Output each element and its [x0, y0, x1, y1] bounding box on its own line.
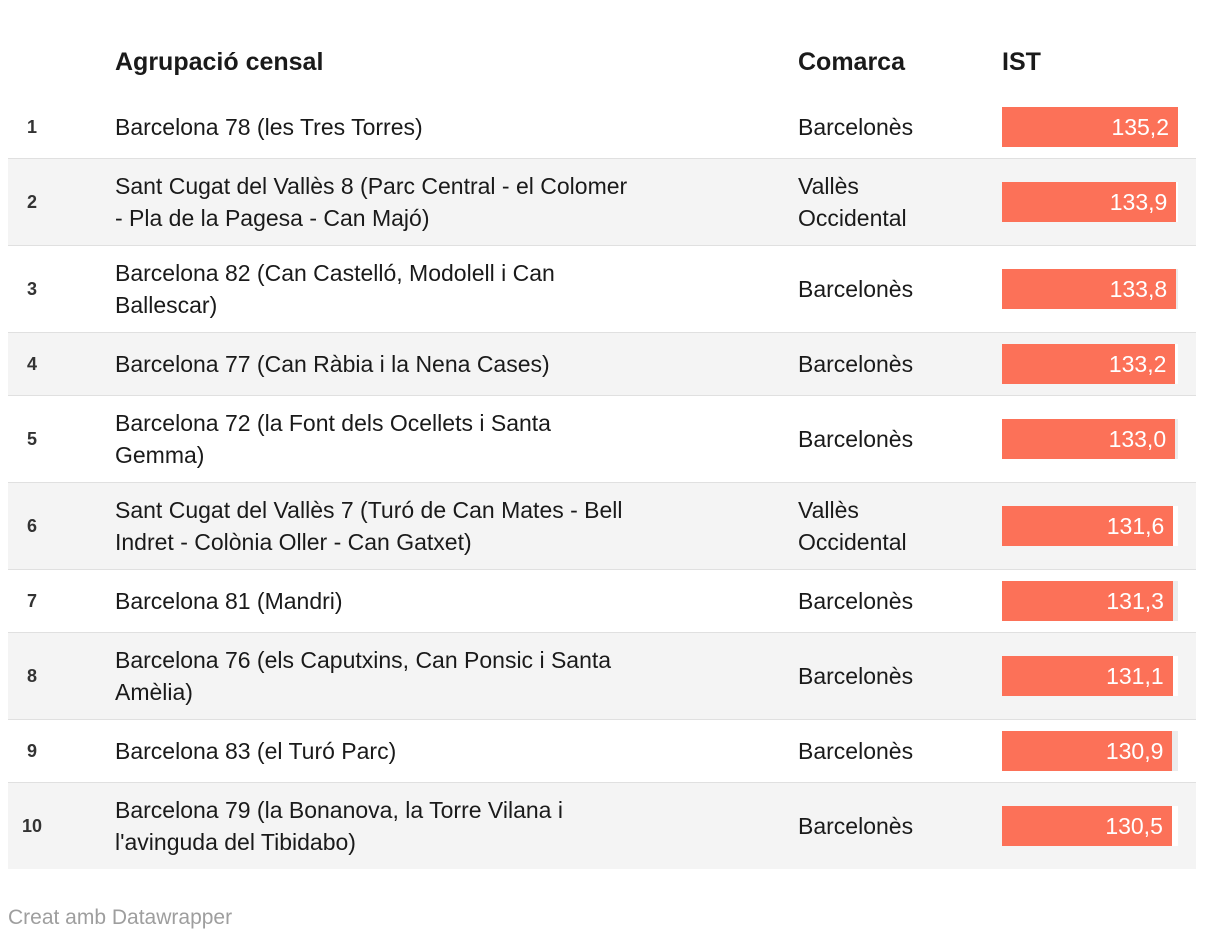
ist-cell: 131,1: [994, 656, 1196, 696]
ist-bar-track: 133,0: [1002, 419, 1178, 459]
census-group-cell: Sant Cugat del Vallès 7 (Turó de Can Mat…: [115, 497, 623, 555]
ist-bar-track: 133,2: [1002, 344, 1178, 384]
ist-value: 131,1: [1106, 663, 1164, 689]
ist-bar: 131,1: [1002, 656, 1173, 696]
table-row: 6 Sant Cugat del Vallès 7 (Turó de Can M…: [8, 482, 1196, 569]
comarca-cell: Barcelonès: [798, 351, 914, 377]
ist-value: 133,0: [1108, 426, 1167, 452]
ist-cell: 133,2: [994, 344, 1196, 384]
ist-bar: 130,9: [1002, 731, 1173, 771]
census-group-cell: Barcelona 77 (Can Ràbia i la Nena Cases): [115, 351, 550, 377]
ist-bar-track: 135,2: [1002, 107, 1178, 147]
ist-cell: 133,0: [994, 419, 1196, 459]
table-row: 9 Barcelona 83 (el Turó Parc) Barcelonès…: [8, 719, 1196, 782]
rank-cell: 9: [26, 741, 37, 761]
ist-value: 130,5: [1105, 813, 1163, 839]
table-row: 4 Barcelona 77 (Can Ràbia i la Nena Case…: [8, 332, 1196, 395]
ist-bar-track: 131,6: [1002, 506, 1178, 546]
rank-cell: 3: [26, 279, 37, 299]
table-row: 2 Sant Cugat del Vallès 8 (Parc Central …: [8, 158, 1196, 245]
ist-cell: 133,9: [994, 182, 1196, 222]
ist-bar-track: 133,8: [1002, 269, 1178, 309]
comarca-cell: Barcelonès: [798, 738, 914, 764]
table-row: 10 Barcelona 79 (la Bonanova, la Torre V…: [8, 782, 1196, 869]
rank-cell: 1: [26, 117, 37, 137]
census-group-cell: Barcelona 76 (els Caputxins, Can Ponsic …: [115, 647, 612, 705]
table-body: 1 Barcelona 78 (les Tres Torres) Barcelo…: [8, 96, 1196, 869]
rank-cell: 8: [26, 666, 37, 686]
rank-cell: 7: [26, 591, 37, 611]
ist-cell: 135,2: [994, 107, 1196, 147]
ist-value: 135,2: [1111, 114, 1169, 140]
ist-bar: 133,0: [1002, 419, 1176, 459]
header-agrupacio-censal: Agrupació censal: [115, 48, 324, 76]
table-row: 7 Barcelona 81 (Mandri) Barcelonès 131,3: [8, 569, 1196, 632]
rank-cell: 6: [26, 516, 37, 536]
census-group-cell: Barcelona 83 (el Turó Parc): [115, 738, 397, 764]
census-group-cell: Barcelona 81 (Mandri): [115, 588, 343, 614]
ist-bar-track: 133,9: [1002, 182, 1178, 222]
ist-bar: 130,5: [1002, 806, 1172, 846]
table-header-row: Agrupació censal Comarca IST: [8, 40, 1196, 96]
comarca-cell: Vallès Occidental: [798, 173, 907, 231]
rank-cell: 4: [26, 354, 37, 374]
ist-value: 133,2: [1108, 351, 1167, 377]
census-group-cell: Barcelona 82 (Can Castelló, Modolell i C…: [115, 260, 555, 318]
census-group-cell: Barcelona 72 (la Font dels Ocellets i Sa…: [115, 410, 551, 468]
comarca-cell: Barcelonès: [798, 588, 914, 614]
ist-bar-track: 130,5: [1002, 806, 1178, 846]
ist-cell: 130,9: [994, 731, 1196, 771]
ist-value: 131,3: [1106, 588, 1164, 614]
comarca-cell: Barcelonès: [798, 276, 914, 302]
ist-bar: 131,6: [1002, 506, 1174, 546]
rank-cell: 2: [26, 192, 37, 212]
ist-cell: 131,3: [994, 581, 1196, 621]
census-group-cell: Barcelona 79 (la Bonanova, la Torre Vila…: [115, 797, 563, 855]
ist-cell: 130,5: [994, 806, 1196, 846]
ist-value: 133,9: [1109, 189, 1168, 215]
table-row: 8 Barcelona 76 (els Caputxins, Can Ponsi…: [8, 632, 1196, 719]
ist-value: 131,6: [1106, 513, 1165, 539]
comarca-cell: Barcelonès: [798, 426, 914, 452]
ist-cell: 133,8: [994, 269, 1196, 309]
rank-cell: 10: [21, 816, 43, 836]
comarca-cell: Barcelonès: [798, 663, 914, 689]
ist-bar-track: 130,9: [1002, 731, 1178, 771]
ist-bar: 135,2: [1002, 107, 1178, 147]
ist-bar: 133,9: [1002, 182, 1177, 222]
ist-value: 133,8: [1109, 276, 1168, 302]
ist-bar: 131,3: [1002, 581, 1173, 621]
census-group-cell: Barcelona 78 (les Tres Torres): [115, 114, 423, 140]
table-row: 3 Barcelona 82 (Can Castelló, Modolell i…: [8, 245, 1196, 332]
comarca-cell: Barcelonès: [798, 813, 914, 839]
ist-bar-track: 131,1: [1002, 656, 1178, 696]
header-ist: IST: [1002, 48, 1041, 76]
ist-bar: 133,2: [1002, 344, 1176, 384]
header-comarca: Comarca: [798, 48, 905, 76]
ist-cell: 131,6: [994, 506, 1196, 546]
table-row: 5 Barcelona 72 (la Font dels Ocellets i …: [8, 395, 1196, 482]
comarca-cell: Barcelonès: [798, 114, 914, 140]
table-row: 1 Barcelona 78 (les Tres Torres) Barcelo…: [8, 96, 1196, 158]
datawrapper-credit[interactable]: Creat amb Datawrapper: [8, 906, 233, 929]
census-group-cell: Sant Cugat del Vallès 8 (Parc Central - …: [115, 173, 628, 231]
rank-cell: 5: [26, 429, 37, 449]
ist-bar: 133,8: [1002, 269, 1177, 309]
comarca-cell: Vallès Occidental: [798, 497, 907, 555]
ist-value: 130,9: [1105, 738, 1164, 764]
ist-bar-track: 131,3: [1002, 581, 1178, 621]
